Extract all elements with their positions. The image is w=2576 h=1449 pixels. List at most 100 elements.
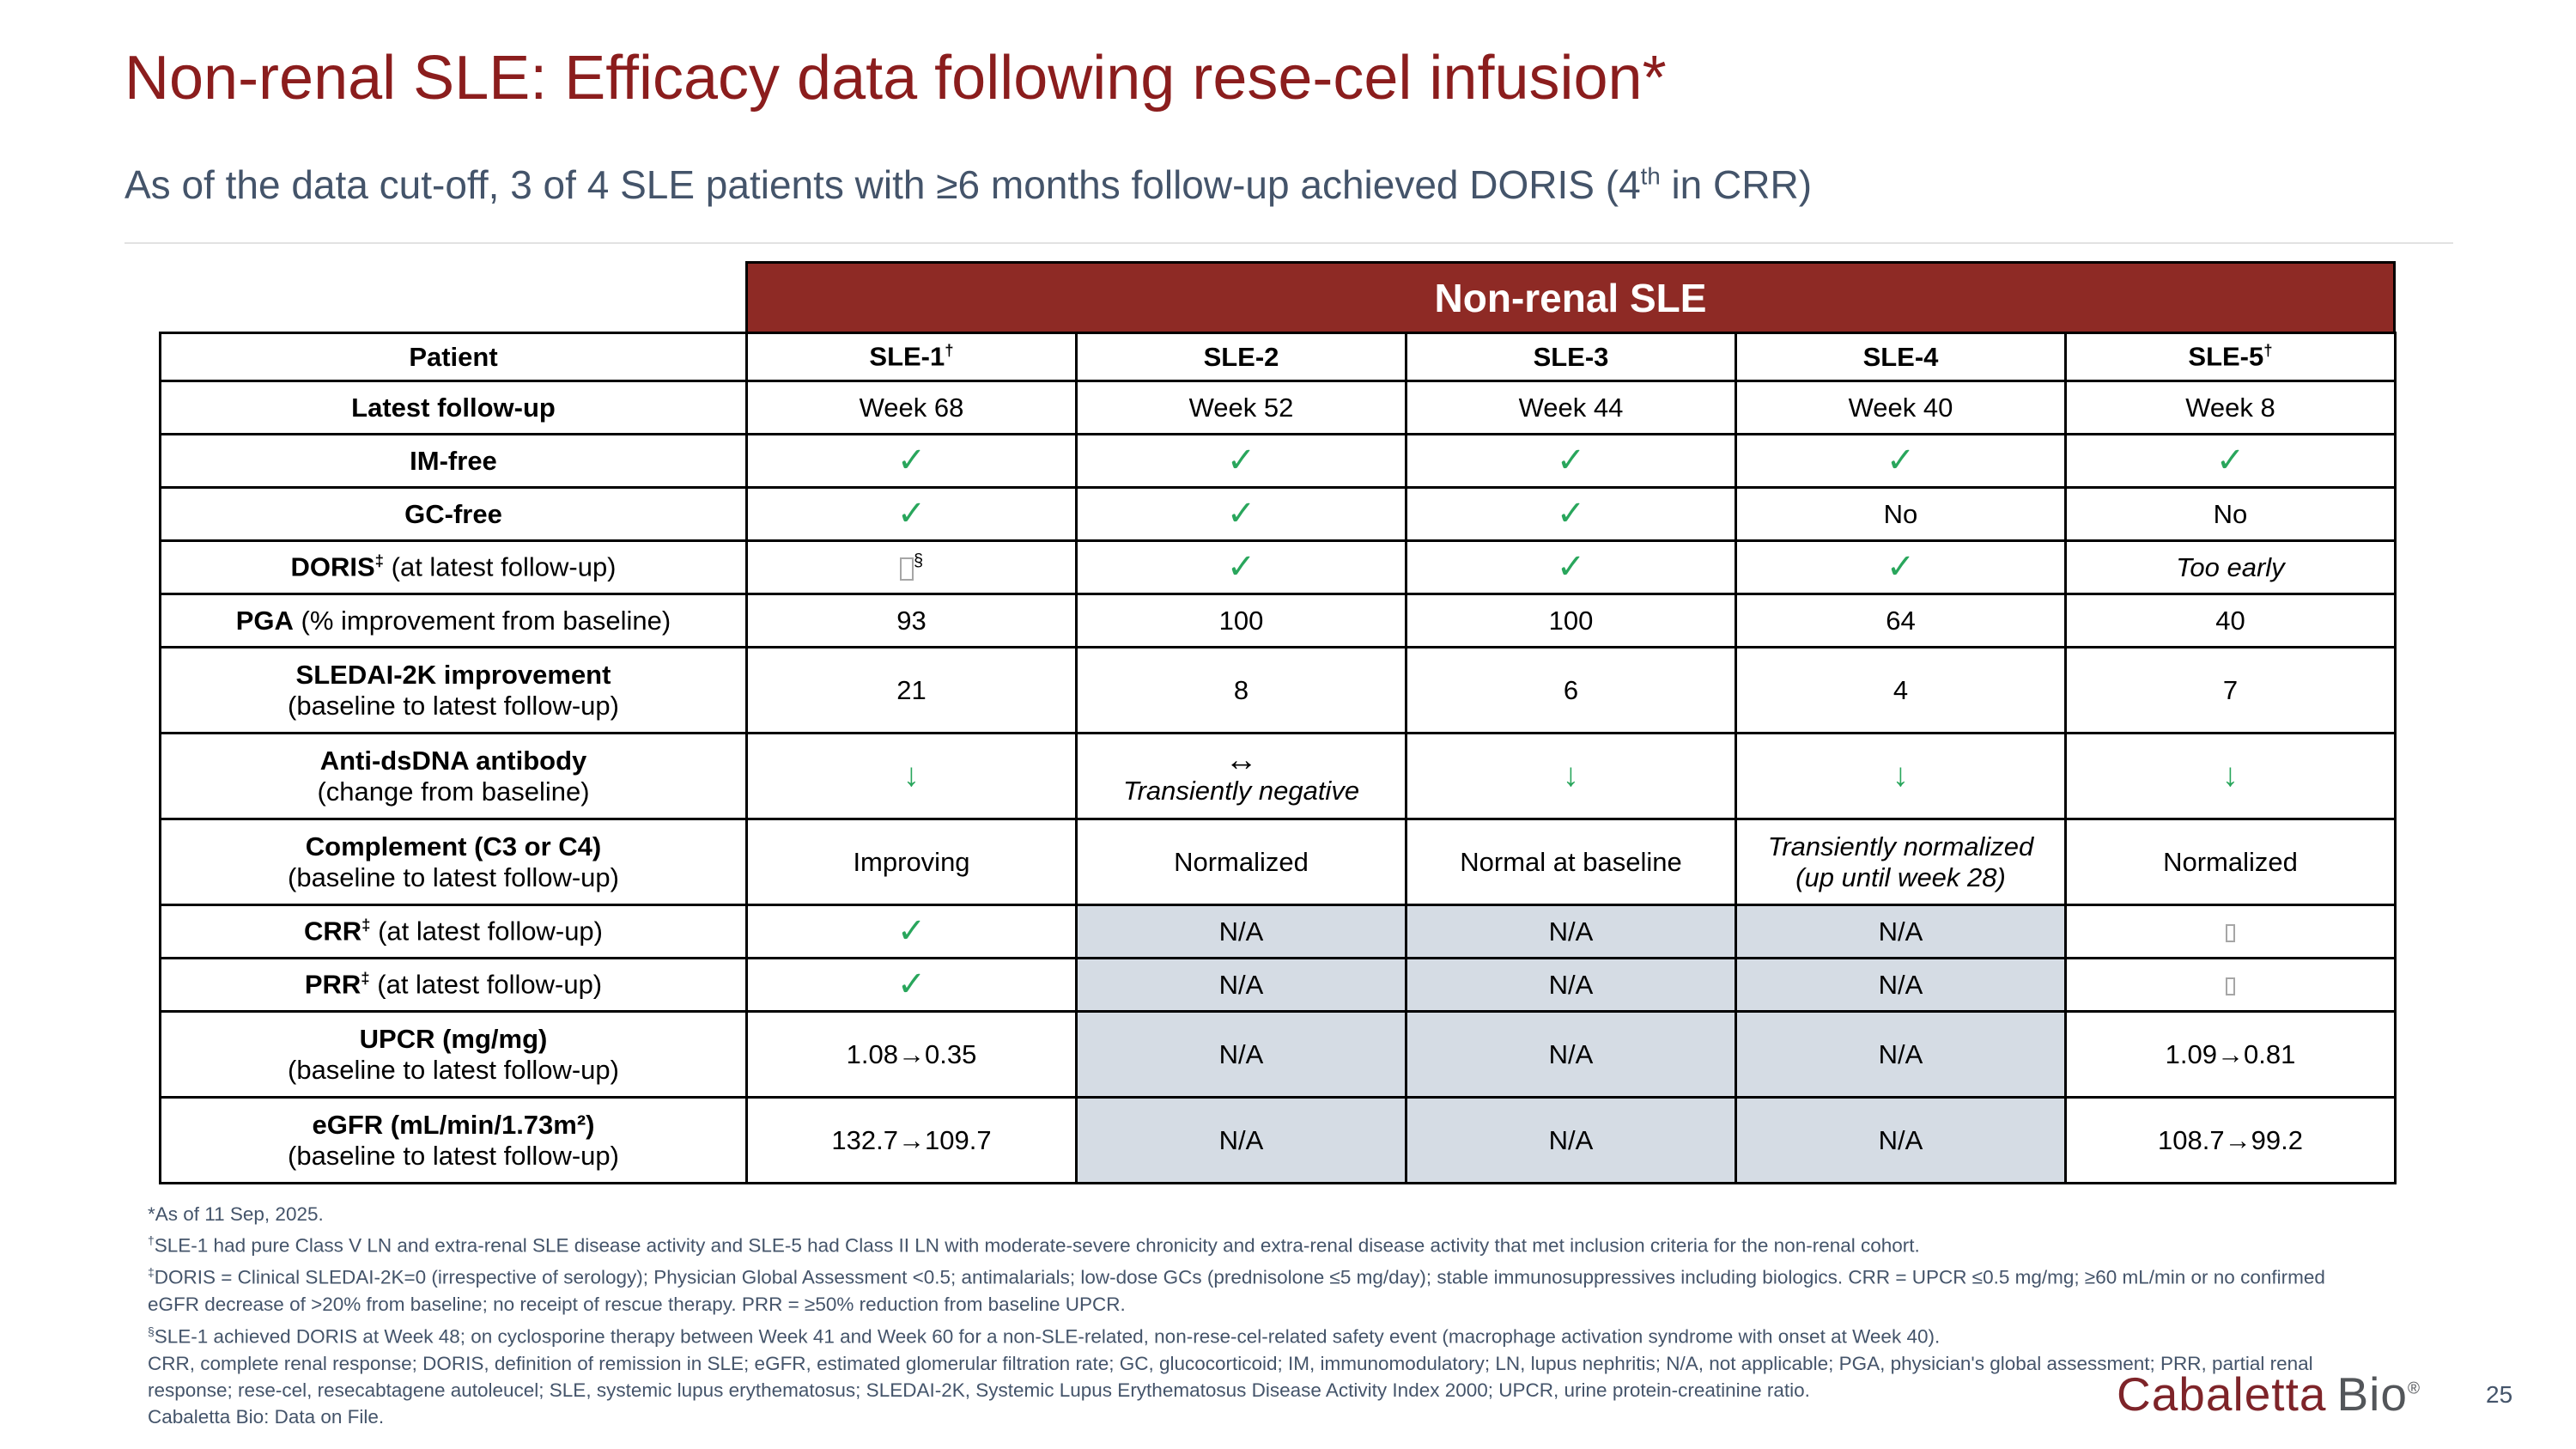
cell-egfr-sle-5: 108.7→99.2 xyxy=(2064,1096,2397,1184)
table-row-anti-dsdna: Anti-dsDNA antibody (change from baseline… xyxy=(159,732,2397,820)
cell-prr-sle-1: ✓ xyxy=(745,957,1078,1013)
cell-doris-sle-3: ✓ xyxy=(1405,539,1737,595)
cell-pga-sle-4: 64 xyxy=(1735,593,2067,648)
check-icon: ✓ xyxy=(1886,548,1916,586)
table-row-gc-free: GC-free ✓ ✓ ✓ No No xyxy=(159,486,2397,542)
cell-pga-sle-1: 93 xyxy=(745,593,1078,648)
slide-subtitle: As of the data cut-off, 3 of 4 SLE patie… xyxy=(125,161,1812,208)
subtitle-superscript: th xyxy=(1640,162,1661,190)
cell-prr-sle-5 xyxy=(2064,957,2397,1013)
footnote: †SLE-1 had pure Class V LN and extra-ren… xyxy=(148,1233,1920,1257)
empty-box-glyph xyxy=(899,557,914,581)
cell-pga-sle-3: 100 xyxy=(1405,593,1737,648)
table-row-im-free: IM-free ✓ ✓ ✓ ✓ ✓ xyxy=(159,433,2397,489)
cell-upcr-sle-1: 1.08→0.35 xyxy=(745,1010,1078,1099)
cell-sledai-2k-sle-4: 4 xyxy=(1735,646,2067,734)
row-label-im-free: IM-free xyxy=(159,433,748,489)
arrow-down-icon: ↓ xyxy=(1563,758,1579,794)
table-row-crr: CRR‡ (at latest follow-up) ✓ N/A N/A N/A xyxy=(159,904,2397,959)
double-dagger-mark: ‡ xyxy=(361,969,370,988)
table-row-pga: PGA (% improvement from baseline) 93 100 10… xyxy=(159,593,2397,648)
cell-sledai-2k-sle-3: 6 xyxy=(1405,646,1737,734)
check-icon: ✓ xyxy=(2215,441,2245,479)
table-row-egfr: eGFR (mL/min/1.73m²) (baseline to latest … xyxy=(159,1096,2397,1184)
cell-upcr-sle-3: N/A xyxy=(1405,1010,1737,1099)
cell-upcr-sle-4: N/A xyxy=(1735,1010,2067,1099)
cell-doris-sle-2: ✓ xyxy=(1075,539,1407,595)
check-icon: ✓ xyxy=(1886,441,1916,479)
check-icon: ✓ xyxy=(1226,548,1256,586)
column-header-sle-1: SLE-1† xyxy=(745,332,1078,382)
dagger-mark: † xyxy=(2263,341,2273,360)
row-label-egfr: eGFR (mL/min/1.73m²) (baseline to latest … xyxy=(159,1096,748,1184)
footnote: *As of 11 Sep, 2025. xyxy=(148,1203,324,1225)
cell-im-free-sle-4: ✓ xyxy=(1735,433,2067,489)
cell-im-free-sle-5: ✓ xyxy=(2064,433,2397,489)
column-header-sle-4: SLE-4 xyxy=(1735,332,2067,382)
arrow-left-right-icon: ↔ xyxy=(1224,742,1258,779)
cell-gc-free-sle-5: No xyxy=(2064,486,2397,542)
table-banner-non-renal-sle: Non-renal SLE xyxy=(745,261,2396,332)
cell-pga-sle-2: 100 xyxy=(1075,593,1407,648)
table-row-doris: DORIS‡ (at latest follow-up) § ✓ ✓ ✓ Too earl… xyxy=(159,539,2397,595)
check-icon: ✓ xyxy=(1226,495,1256,533)
cell-complement-sle-5: Normalized xyxy=(2064,818,2397,906)
cell-prr-sle-2: N/A xyxy=(1075,957,1407,1013)
cell-gc-free-sle-2: ✓ xyxy=(1075,486,1407,542)
cell-doris-sle-4: ✓ xyxy=(1735,539,2067,595)
empty-box-glyph xyxy=(2226,977,2235,995)
cell-anti-dsdna-sle-4: ↓ xyxy=(1735,732,2067,820)
check-icon: ✓ xyxy=(1556,548,1586,586)
table-row-latest-follow-up: Latest follow-up Week 68 Week 52 Week 44 Wee… xyxy=(159,380,2397,435)
empty-box-glyph xyxy=(2226,923,2235,942)
subtitle-text: As of the data cut-off, 3 of 4 SLE patie… xyxy=(125,162,1641,207)
subtitle-text-end: in CRR) xyxy=(1660,162,1813,207)
cell-crr-sle-3: N/A xyxy=(1405,904,1737,959)
check-icon: ✓ xyxy=(1556,495,1586,533)
cell-latest-follow-up-sle-4: Week 40 xyxy=(1735,380,2067,435)
double-dagger-mark: ‡ xyxy=(374,551,385,570)
registered-mark-icon: ® xyxy=(2407,1379,2421,1398)
cell-egfr-sle-2: N/A xyxy=(1075,1096,1407,1184)
page-number: 25 xyxy=(2486,1381,2513,1408)
row-label-gc-free: GC-free xyxy=(159,486,748,542)
cell-gc-free-sle-4: No xyxy=(1735,486,2067,542)
dagger-mark: † xyxy=(945,341,954,360)
check-icon: ✓ xyxy=(1226,441,1256,479)
double-dagger-mark: ‡ xyxy=(361,916,371,935)
cell-gc-free-sle-1: ✓ xyxy=(745,486,1078,542)
check-icon: ✓ xyxy=(896,912,927,950)
column-header-sle-5: SLE-5† xyxy=(2064,332,2397,382)
cell-prr-sle-3: N/A xyxy=(1405,957,1737,1013)
efficacy-table-section: Non-renal SLE Patient SLE-1† SLE-2 SLE-3 SLE… xyxy=(159,261,2397,1184)
check-icon: ✓ xyxy=(896,441,927,479)
cell-egfr-sle-1: 132.7→109.7 xyxy=(745,1096,1078,1184)
row-label-latest-follow-up: Latest follow-up xyxy=(159,380,748,435)
cell-doris-sle-1: § xyxy=(745,539,1078,595)
cell-egfr-sle-3: N/A xyxy=(1405,1096,1737,1184)
cabaletta-bio-logo: Cabaletta Bio® xyxy=(2117,1367,2421,1422)
check-icon: ✓ xyxy=(1556,441,1586,479)
slide-title: Non-renal SLE: Efficacy data following r… xyxy=(125,44,1667,113)
cell-im-free-sle-1: ✓ xyxy=(745,433,1078,489)
cell-prr-sle-4: N/A xyxy=(1735,957,2067,1013)
row-label-pga: PGA (% improvement from baseline) xyxy=(159,593,748,648)
row-label-upcr: UPCR (mg/mg) (baseline to latest follow-u… xyxy=(159,1010,748,1099)
footnote: CRR, complete renal response; DORIS, def… xyxy=(148,1352,2313,1401)
cell-im-free-sle-3: ✓ xyxy=(1405,433,1737,489)
cell-crr-sle-4: N/A xyxy=(1735,904,2067,959)
cell-latest-follow-up-sle-3: Week 44 xyxy=(1405,380,1737,435)
cell-anti-dsdna-sle-2: ↔ Transiently negative xyxy=(1075,732,1407,820)
footnotes-block: *As of 11 Sep, 2025. †SLE-1 had pure Clas… xyxy=(148,1201,2346,1431)
table-row-upcr: UPCR (mg/mg) (baseline to latest follow-u… xyxy=(159,1010,2397,1099)
cell-crr-sle-1: ✓ xyxy=(745,904,1078,959)
arrow-down-icon: ↓ xyxy=(2222,758,2239,794)
table-row-sledai-2k: SLEDAI-2K improvement (baseline to latest… xyxy=(159,646,2397,734)
footnote: §SLE-1 achieved DORIS at Week 48; on cyc… xyxy=(148,1324,1941,1348)
cell-pga-sle-5: 40 xyxy=(2064,593,2397,648)
cell-doris-sle-5: Too early xyxy=(2064,539,2397,595)
column-header-sle-3: SLE-3 xyxy=(1405,332,1737,382)
row-label-complement: Complement (C3 or C4) (baseline to latest… xyxy=(159,818,748,906)
cell-latest-follow-up-sle-5: Week 8 xyxy=(2064,380,2397,435)
cell-anti-dsdna-sle-5: ↓ xyxy=(2064,732,2397,820)
